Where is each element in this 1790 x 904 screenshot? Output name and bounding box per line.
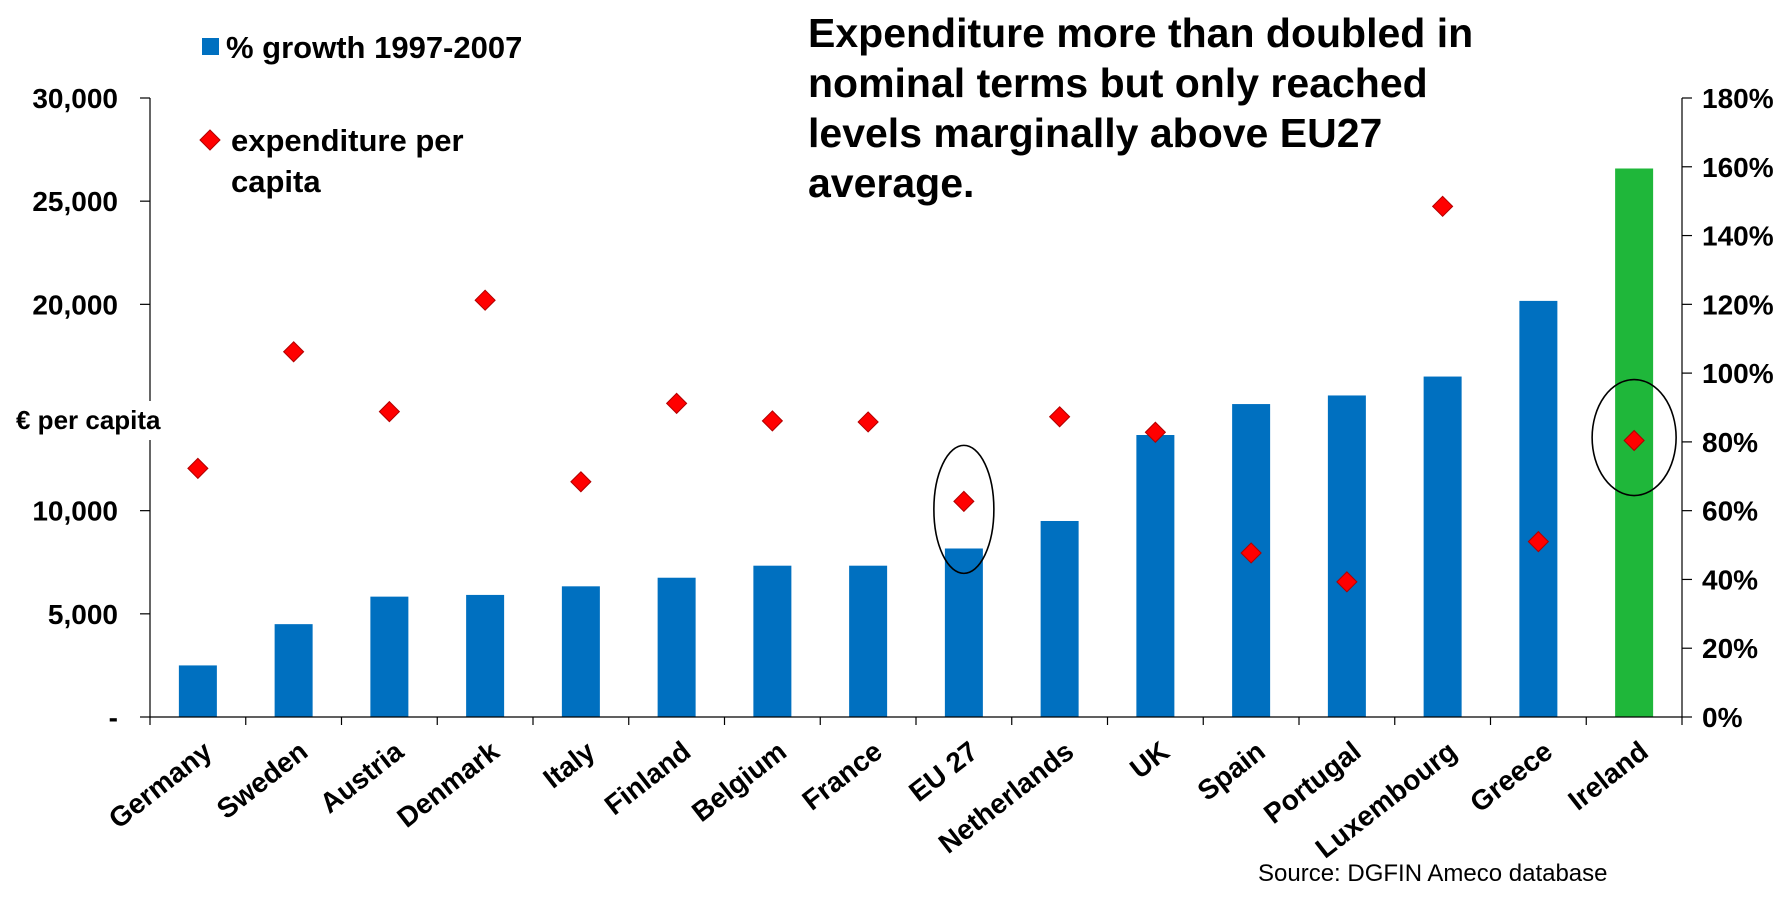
expenditure-markers [187,195,1645,593]
right-tick-label: 120% [1702,289,1774,320]
marker-austria [378,400,401,423]
marker-netherlands [1048,406,1071,428]
category-label: Greece [1464,735,1558,818]
marker-spain [1240,542,1262,564]
chart-annotation: Expenditure more than doubled in nominal… [808,8,1548,208]
bar-france [849,565,888,717]
right-tick-label: 0% [1702,702,1743,733]
bar-eu-27 [944,548,983,717]
legend-label-expenditure: capita [231,164,321,199]
category-label: Spain [1192,735,1271,806]
legend-label-expenditure: expenditure per [231,123,464,158]
bar-austria [370,596,409,717]
category-label: Ireland [1562,735,1653,816]
right-tick-label: 180% [1702,83,1774,114]
left-tick-label: - [109,702,118,733]
bar-finland [657,577,696,717]
annotation-line: average. [808,160,975,206]
bar-germany [178,665,217,717]
marker-luxembourg [1431,195,1454,218]
marker-belgium [761,410,784,432]
bar-italy [561,586,600,717]
left-tick-label: 5,000 [48,599,118,630]
left-tick-label: 10,000 [32,496,118,527]
growth-bars [178,168,1654,718]
marker-denmark [474,289,496,311]
legend-label-growth: % growth 1997-2007 [226,30,522,65]
highlight-circle-eu-27 [933,444,995,575]
legend-diamond-swatch [199,129,221,151]
left-tick-label: 25,000 [32,186,118,217]
right-tick-label: 160% [1702,152,1774,183]
bar-portugal [1327,395,1366,717]
bar-luxembourg [1423,376,1462,717]
highlight-circle-ireland [1591,378,1677,497]
right-tick-label: 140% [1702,221,1774,252]
bar-greece [1519,300,1558,717]
chart-legend: % growth 1997-2007 expenditure per capita [199,30,522,199]
marker-germany [187,457,209,480]
category-label: UK [1124,735,1175,784]
bar-uk [1136,435,1175,717]
right-tick-label: 100% [1702,358,1774,389]
category-label: Finland [599,735,697,821]
left-tick-label: 20,000 [32,289,118,320]
source-note: Source: DGFIN Ameco database [1258,860,1608,887]
marker-italy [570,471,592,493]
right-tick-label: 80% [1702,427,1758,458]
category-label: Sweden [211,735,313,825]
highlight-circles [933,378,1677,575]
marker-finland [665,392,688,415]
marker-eu-27 [953,490,975,513]
category-label: Belgium [686,735,792,827]
marker-portugal [1336,571,1358,593]
category-label: Denmark [391,735,505,833]
left-axis-label: € per capita [10,401,167,440]
left-tick-label: 30,000 [32,83,118,114]
category-label: Germany [103,735,218,834]
marker-ireland [1623,429,1645,452]
bar-belgium [753,565,792,717]
annotation-line: Expenditure more than doubled in [808,10,1474,56]
right-tick-label: 60% [1702,496,1758,527]
marker-sweden [282,341,305,363]
category-label: EU 27 [903,735,983,807]
bar-denmark [466,594,505,717]
bar-sweden [274,624,313,717]
marker-france [857,411,879,433]
legend-bar-swatch [202,38,219,55]
marker-uk [1144,421,1167,443]
annotation-line: levels marginally above EU27 [808,110,1383,156]
right-tick-label: 20% [1702,633,1758,664]
annotation-line: nominal terms but only reached [808,60,1428,106]
bar-netherlands [1040,520,1079,717]
right-tick-label: 40% [1702,564,1758,595]
marker-greece [1527,530,1550,553]
category-label: France [796,735,887,816]
category-label: Italy [537,735,601,794]
